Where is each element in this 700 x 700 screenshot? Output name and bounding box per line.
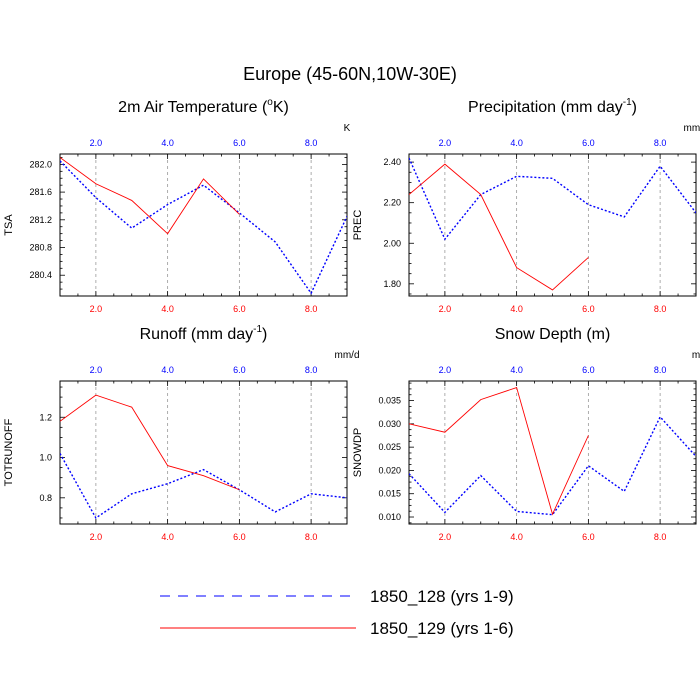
panel-title: Precipitation (mm day-1) bbox=[468, 97, 637, 116]
panel-title-text: Runoff (mm day bbox=[140, 326, 254, 343]
panel-title-superscript: -1 bbox=[253, 324, 262, 335]
x-tick-label-top: 8.0 bbox=[654, 365, 667, 375]
panel-prec: Precipitation (mm day-1) mm/d 2.0 2.0 4.0 4.0… bbox=[352, 97, 700, 314]
figure-title: Europe (45-60N,10W-30E) bbox=[243, 64, 457, 84]
y-tick-label: 0.8 bbox=[39, 493, 52, 503]
y-axis-label: TSA bbox=[3, 214, 15, 236]
series-line-1850-129 bbox=[60, 157, 240, 235]
panel-title-text: 2m Air Temperature ( bbox=[118, 99, 268, 116]
x-tick-label-bottom: 2.0 bbox=[439, 532, 452, 542]
x-tick-label-top: 2.0 bbox=[90, 138, 103, 148]
x-tick-label-top: 6.0 bbox=[582, 365, 595, 375]
panel-title-suffix: ) bbox=[632, 99, 637, 116]
panel-title: Runoff (mm day-1) bbox=[140, 324, 268, 343]
x-tick-label-bottom: 8.0 bbox=[305, 532, 318, 542]
x-tick-label-bottom: 4.0 bbox=[161, 532, 174, 542]
y-tick-label: 281.2 bbox=[29, 215, 52, 225]
y-tick-label: 0.030 bbox=[378, 419, 401, 429]
y-tick-label: 0.015 bbox=[378, 489, 401, 499]
panel-title-text: Precipitation (mm day bbox=[468, 99, 623, 116]
top-units-label: m bbox=[692, 350, 700, 361]
y-tick-label: 2.00 bbox=[383, 238, 401, 248]
y-axis-label: TOTRUNOFF bbox=[3, 418, 15, 486]
x-tick-label-bottom: 4.0 bbox=[510, 532, 523, 542]
x-tick-label-top: 4.0 bbox=[510, 365, 523, 375]
legend-label-1: 1850_128 (yrs 1-9) bbox=[370, 587, 514, 606]
x-tick-label-top: 2.0 bbox=[439, 138, 452, 148]
x-tick-label-top: 2.0 bbox=[90, 365, 103, 375]
x-tick-label-top: 6.0 bbox=[233, 138, 246, 148]
panel-title: 2m Air Temperature (oK) bbox=[118, 97, 289, 116]
y-axis-label: PREC bbox=[352, 210, 364, 241]
series-line-1850-129 bbox=[60, 394, 240, 491]
plot-frame bbox=[59, 380, 348, 525]
panel-title-superscript: o bbox=[267, 97, 273, 108]
panel-totrunoff: Runoff (mm day-1) mm/d 2.0 2.0 4.0 4.0 6.0 6.0 8… bbox=[3, 324, 360, 542]
y-tick-label: 281.6 bbox=[29, 187, 52, 197]
plot-frame bbox=[408, 380, 697, 525]
y-tick-label: 1.0 bbox=[39, 453, 52, 463]
legend: 1850_128 (yrs 1-9) 1850_129 (yrs 1-6) bbox=[160, 587, 514, 638]
series-line-1850-129 bbox=[409, 386, 589, 516]
plot-frame bbox=[59, 153, 348, 297]
x-tick-label-bottom: 4.0 bbox=[161, 304, 174, 314]
x-tick-label-top: 8.0 bbox=[305, 138, 318, 148]
plot-frame bbox=[408, 153, 697, 297]
y-tick-label: 0.025 bbox=[378, 442, 401, 452]
x-tick-label-bottom: 2.0 bbox=[90, 304, 103, 314]
panel-title: Snow Depth (m) bbox=[495, 326, 611, 343]
panel-title-superscript: -1 bbox=[623, 97, 632, 108]
x-tick-label-top: 8.0 bbox=[654, 138, 667, 148]
y-tick-label: 2.40 bbox=[383, 157, 401, 167]
x-tick-label-top: 8.0 bbox=[305, 365, 318, 375]
series-line-1850-128 bbox=[60, 453, 347, 519]
x-tick-label-top: 4.0 bbox=[510, 138, 523, 148]
series-line-1850-128 bbox=[409, 157, 696, 241]
x-tick-label-bottom: 2.0 bbox=[439, 304, 452, 314]
panel-title-suffix: ) bbox=[262, 326, 267, 343]
series-line-1850-128 bbox=[60, 160, 347, 295]
y-tick-label: 1.2 bbox=[39, 412, 52, 422]
y-axis-label: SNOWDP bbox=[352, 428, 364, 478]
x-tick-label-top: 4.0 bbox=[161, 138, 174, 148]
x-tick-label-bottom: 6.0 bbox=[233, 304, 246, 314]
x-tick-label-top: 2.0 bbox=[439, 365, 452, 375]
x-tick-label-bottom: 8.0 bbox=[654, 532, 667, 542]
panel-title-suffix: K) bbox=[273, 99, 289, 116]
top-units-label: K bbox=[344, 123, 351, 134]
x-tick-label-top: 6.0 bbox=[233, 365, 246, 375]
y-tick-label: 0.020 bbox=[378, 465, 401, 475]
series-line-1850-129 bbox=[409, 163, 589, 291]
x-tick-label-bottom: 6.0 bbox=[582, 532, 595, 542]
x-tick-label-bottom: 4.0 bbox=[510, 304, 523, 314]
y-tick-label: 0.035 bbox=[378, 396, 401, 406]
y-tick-label: 2.20 bbox=[383, 198, 401, 208]
y-tick-label: 282.0 bbox=[29, 159, 52, 169]
x-tick-label-bottom: 2.0 bbox=[90, 532, 103, 542]
x-tick-label-bottom: 6.0 bbox=[233, 532, 246, 542]
y-tick-label: 0.010 bbox=[378, 512, 401, 522]
x-tick-label-bottom: 8.0 bbox=[305, 304, 318, 314]
panel-snowdp: Snow Depth (m) m 2.0 2.0 4.0 4.0 6.0 6.0 8.0 8.0 0… bbox=[352, 326, 700, 542]
x-tick-label-bottom: 8.0 bbox=[654, 304, 667, 314]
panel-title-text: Snow Depth (m) bbox=[495, 326, 611, 343]
series-line-1850-128 bbox=[409, 415, 696, 516]
y-tick-label: 280.4 bbox=[29, 270, 52, 280]
top-units-label: mm/d bbox=[684, 123, 700, 134]
top-units-label: mm/d bbox=[335, 350, 360, 361]
chart-panels: 2m Air Temperature (oK) K 2.0 2.0 4.0 4.0 6.0 6… bbox=[3, 97, 700, 542]
y-tick-label: 1.80 bbox=[383, 279, 401, 289]
y-tick-label: 280.8 bbox=[29, 243, 52, 253]
x-tick-label-bottom: 6.0 bbox=[582, 304, 595, 314]
x-tick-label-top: 6.0 bbox=[582, 138, 595, 148]
panel-tsa: 2m Air Temperature (oK) K 2.0 2.0 4.0 4.0 6.0 6… bbox=[3, 97, 351, 314]
legend-label-2: 1850_129 (yrs 1-6) bbox=[370, 619, 514, 638]
x-tick-label-top: 4.0 bbox=[161, 365, 174, 375]
